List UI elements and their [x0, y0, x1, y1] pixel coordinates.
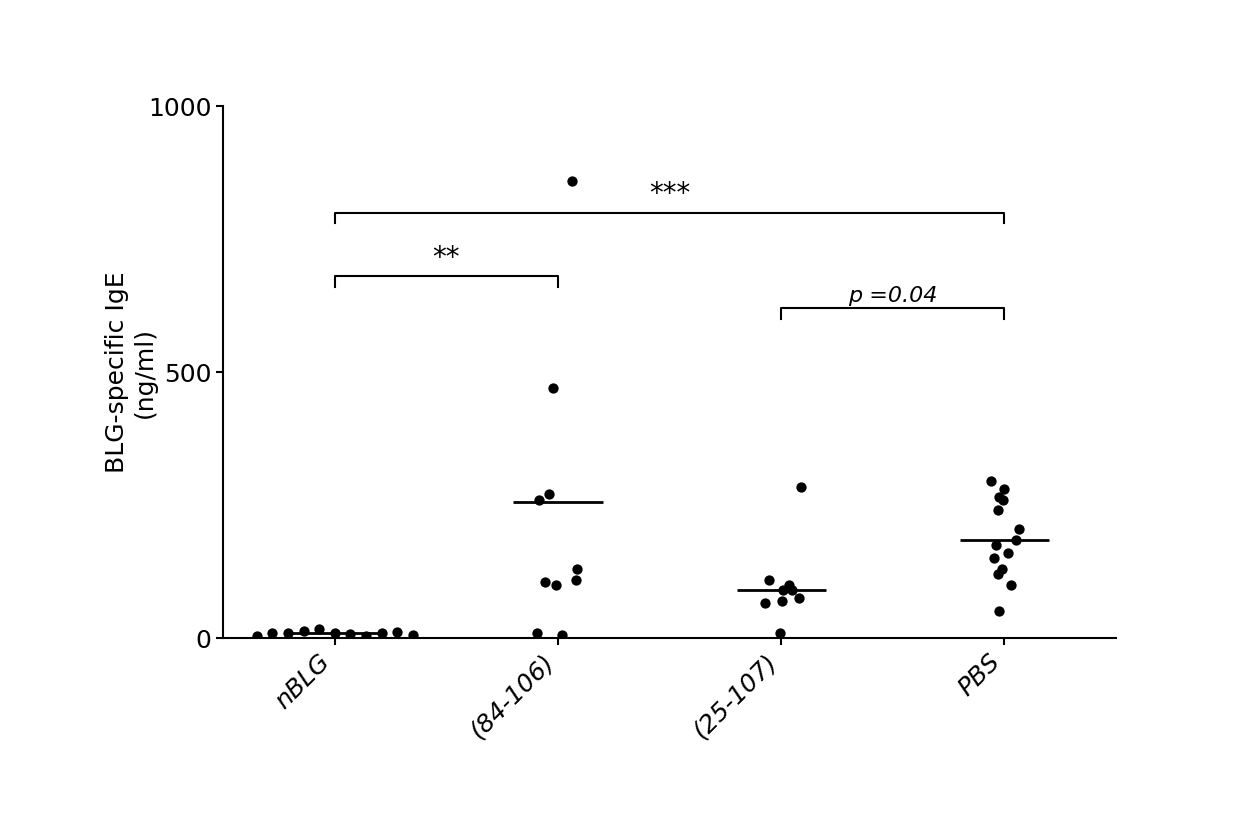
Point	[774, 584, 794, 597]
Point	[568, 563, 588, 576]
Text: p =0.04: p =0.04	[848, 285, 937, 306]
Point	[527, 627, 547, 640]
Point	[387, 625, 407, 638]
Point	[356, 629, 376, 642]
Point	[309, 622, 329, 636]
Text: ***: ***	[649, 181, 691, 209]
Point	[247, 630, 267, 643]
Point	[372, 627, 392, 640]
Point	[992, 563, 1012, 576]
Point	[986, 538, 1006, 551]
Point	[567, 573, 587, 586]
Point	[562, 174, 582, 187]
Y-axis label: BLG-specific IgE
(ng/ml): BLG-specific IgE (ng/ml)	[105, 272, 157, 473]
Point	[294, 625, 314, 638]
Point	[993, 493, 1013, 506]
Point	[1009, 523, 1029, 536]
Point	[755, 597, 775, 610]
Point	[278, 627, 298, 640]
Point	[985, 551, 1004, 564]
Point	[325, 626, 345, 639]
Point	[994, 483, 1014, 496]
Point	[790, 591, 810, 605]
Point	[553, 629, 573, 642]
Point	[1002, 578, 1022, 591]
Point	[403, 628, 423, 641]
Point	[546, 578, 565, 591]
Point	[988, 504, 1008, 517]
Point	[543, 381, 563, 395]
Point	[981, 474, 1001, 488]
Point	[538, 488, 558, 501]
Point	[536, 576, 556, 589]
Point	[988, 568, 1008, 581]
Point	[988, 605, 1008, 618]
Point	[998, 546, 1018, 560]
Point	[988, 491, 1008, 504]
Point	[770, 627, 790, 640]
Point	[528, 493, 548, 506]
Point	[791, 480, 811, 493]
Point	[782, 584, 802, 597]
Point	[779, 578, 799, 591]
Point	[263, 627, 283, 640]
Text: **: **	[433, 245, 460, 272]
Point	[773, 594, 792, 607]
Point	[1007, 533, 1027, 546]
Point	[341, 627, 361, 640]
Point	[759, 573, 779, 586]
